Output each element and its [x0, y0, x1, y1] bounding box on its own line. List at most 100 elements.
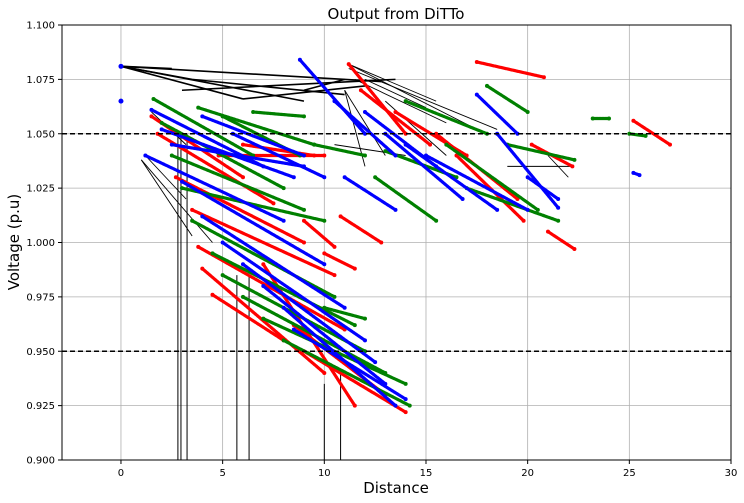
voltage-point — [529, 142, 534, 147]
connector-line — [242, 85, 366, 100]
voltage-point — [322, 153, 327, 158]
voltage-point — [474, 59, 479, 64]
voltage-point — [155, 131, 160, 136]
voltage-point — [251, 110, 256, 114]
voltage-trace — [526, 175, 560, 201]
voltage-trace — [261, 284, 387, 386]
voltage-point — [240, 175, 245, 180]
voltage-point — [322, 175, 327, 180]
voltage-trace — [151, 97, 255, 158]
chart-title: Output from DiTTo — [328, 5, 465, 23]
connector-line — [354, 78, 447, 124]
voltage-trace — [160, 121, 286, 190]
voltage-point — [200, 114, 205, 119]
voltage-point — [261, 262, 266, 267]
voltage-trace — [292, 327, 408, 401]
voltage-trace — [465, 186, 560, 223]
voltage-point — [434, 131, 439, 136]
voltage-point — [220, 240, 225, 245]
voltage-point — [667, 142, 672, 147]
voltage-trace — [210, 251, 357, 327]
voltage-point — [428, 142, 433, 147]
voltage-point — [332, 273, 337, 278]
x-axis-ticks: 0 5 10 15 20 25 30 — [118, 460, 737, 479]
voltage-point — [352, 266, 357, 271]
voltage-point — [179, 179, 184, 184]
voltage-point — [379, 240, 384, 245]
voltage-point — [342, 175, 347, 180]
voltage-point — [332, 244, 337, 249]
y-tick-label: 0.925 — [26, 401, 55, 412]
connector-line — [348, 63, 478, 130]
voltage-point — [151, 96, 156, 101]
voltage-trace — [210, 293, 286, 342]
voltage-trace — [170, 153, 306, 212]
voltage-point — [403, 131, 408, 136]
voltage-point — [556, 197, 561, 201]
voltage-trace — [444, 143, 540, 212]
voltage-point — [572, 247, 577, 252]
voltage-point — [358, 88, 363, 93]
y-tick-label: 1.100 — [26, 21, 55, 32]
voltage-point — [169, 142, 174, 147]
voltage-point — [541, 75, 546, 80]
voltage-trace — [347, 62, 408, 136]
voltage-point — [210, 251, 215, 256]
voltage-point — [393, 207, 398, 212]
voltage-trace — [338, 214, 383, 245]
y-tick-label: 0.975 — [26, 292, 55, 303]
voltage-trace — [221, 240, 367, 342]
voltage-trace — [190, 208, 337, 277]
voltage-point — [261, 284, 266, 288]
voltage-point — [322, 218, 327, 223]
voltage-trace — [298, 58, 367, 136]
voltage-trace — [373, 175, 438, 223]
voltage-point — [393, 110, 398, 114]
voltage-point — [240, 142, 245, 147]
voltage-point — [301, 114, 306, 119]
voltage-point — [196, 105, 201, 110]
voltage-trace — [200, 114, 306, 158]
voltage-trace — [200, 267, 326, 375]
voltage-point — [460, 197, 465, 201]
connector-line — [181, 78, 396, 92]
source-bus-point — [118, 63, 124, 69]
voltage-point — [159, 127, 164, 132]
voltage-trace — [404, 99, 489, 136]
voltage-point — [346, 62, 351, 67]
x-tick-label: 25 — [623, 468, 636, 479]
voltage-point — [362, 110, 367, 114]
voltage-point — [281, 338, 286, 343]
y-tick-label: 1.025 — [26, 184, 55, 195]
x-tick-label: 5 — [219, 468, 225, 479]
connector-line — [140, 159, 193, 237]
voltage-point — [240, 262, 245, 267]
voltage-trace — [505, 143, 577, 162]
voltage-point — [495, 207, 500, 212]
voltage-point — [200, 266, 205, 271]
voltage-point — [352, 323, 357, 328]
y-tick-label: 0.950 — [26, 347, 55, 358]
voltage-point — [362, 316, 367, 321]
voltage-point — [297, 57, 302, 62]
connector-line — [364, 78, 427, 109]
voltage-point — [210, 292, 215, 297]
voltage-point — [301, 153, 306, 158]
voltage-point — [342, 305, 347, 310]
voltage-point — [474, 92, 479, 97]
voltage-point — [281, 305, 286, 310]
plot-data-layer — [118, 57, 672, 460]
y-tick-label: 1.000 — [26, 238, 55, 249]
connector-line — [344, 90, 386, 156]
voltage-point — [631, 118, 636, 123]
y-axis-label: Voltage (p.u) — [5, 194, 23, 291]
voltage-point — [606, 116, 611, 121]
connector-line — [120, 65, 193, 81]
voltage-point — [403, 142, 408, 147]
voltage-point — [373, 360, 378, 365]
voltage-point — [393, 403, 398, 408]
voltage-point — [220, 273, 225, 278]
voltage-point — [322, 262, 327, 267]
voltage-point — [403, 381, 408, 386]
voltage-point — [393, 153, 398, 158]
